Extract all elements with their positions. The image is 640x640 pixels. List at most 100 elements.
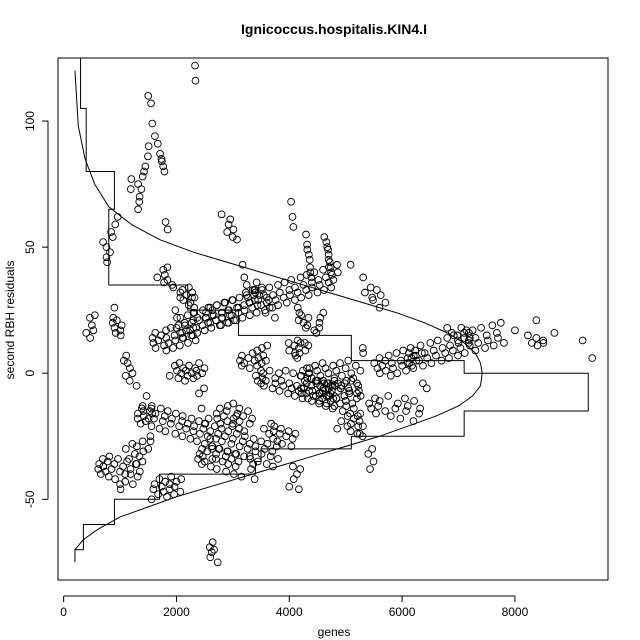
data-point bbox=[171, 306, 180, 315]
data-point bbox=[532, 316, 541, 325]
data-point bbox=[312, 379, 321, 388]
data-point bbox=[318, 389, 326, 398]
data-point bbox=[163, 225, 172, 234]
data-point bbox=[286, 291, 294, 299]
data-point bbox=[170, 490, 178, 499]
data-point bbox=[392, 349, 401, 357]
data-point bbox=[359, 273, 368, 282]
data-point bbox=[110, 460, 119, 468]
data-point bbox=[341, 397, 350, 405]
data-point bbox=[156, 404, 165, 413]
data-point bbox=[141, 162, 150, 171]
data-point bbox=[355, 429, 364, 438]
data-point bbox=[116, 331, 125, 340]
data-point bbox=[409, 417, 418, 425]
data-point bbox=[365, 399, 374, 408]
data-point bbox=[415, 356, 423, 365]
data-point bbox=[198, 445, 206, 453]
data-point bbox=[299, 318, 308, 327]
data-point bbox=[296, 339, 305, 347]
data-point bbox=[449, 331, 458, 340]
data-point bbox=[244, 407, 252, 415]
data-point bbox=[368, 445, 377, 453]
data-point bbox=[240, 273, 249, 282]
data-point bbox=[167, 472, 176, 481]
data-point bbox=[252, 371, 260, 380]
data-point bbox=[460, 349, 469, 357]
data-point bbox=[375, 303, 384, 312]
data-point bbox=[248, 303, 257, 312]
data-point bbox=[429, 346, 438, 355]
data-point bbox=[354, 422, 363, 431]
data-point bbox=[226, 311, 234, 320]
data-point bbox=[266, 452, 275, 461]
data-point bbox=[355, 387, 363, 395]
data-point bbox=[293, 354, 302, 362]
data-point bbox=[524, 331, 532, 340]
data-point bbox=[346, 427, 355, 436]
data-point bbox=[177, 369, 186, 378]
data-point bbox=[150, 480, 159, 489]
data-point bbox=[303, 240, 311, 249]
data-point bbox=[189, 374, 198, 383]
data-point bbox=[200, 457, 209, 466]
data-point bbox=[111, 475, 119, 483]
data-point bbox=[262, 293, 271, 302]
data-point bbox=[369, 457, 378, 466]
data-point bbox=[98, 455, 107, 463]
data-point bbox=[135, 467, 144, 476]
data-point bbox=[297, 293, 305, 302]
data-point bbox=[287, 442, 296, 451]
data-point bbox=[328, 404, 337, 413]
data-point bbox=[203, 432, 212, 441]
data-point bbox=[151, 132, 159, 141]
y-tick-label: -50 bbox=[23, 490, 37, 508]
data-point bbox=[305, 387, 313, 395]
data-point bbox=[387, 359, 396, 367]
data-point bbox=[460, 334, 469, 342]
data-point bbox=[257, 359, 266, 367]
data-point bbox=[174, 374, 183, 383]
data-point bbox=[161, 477, 170, 486]
data-point bbox=[393, 369, 402, 378]
data-point bbox=[116, 480, 124, 489]
data-point bbox=[369, 296, 377, 304]
data-point bbox=[201, 313, 210, 322]
data-point bbox=[420, 349, 429, 357]
data-point bbox=[333, 424, 342, 433]
data-point bbox=[147, 99, 155, 108]
data-point bbox=[426, 339, 435, 347]
data-point bbox=[271, 296, 280, 304]
data-point bbox=[307, 397, 316, 405]
data-point bbox=[171, 429, 180, 438]
data-point bbox=[333, 268, 342, 277]
data-point bbox=[262, 356, 270, 365]
data-point bbox=[441, 349, 450, 357]
data-point bbox=[325, 392, 334, 400]
plot-frame bbox=[57, 57, 609, 581]
data-point bbox=[183, 419, 192, 428]
data-point bbox=[251, 442, 260, 451]
data-point bbox=[284, 389, 293, 398]
data-point bbox=[193, 371, 202, 380]
data-point bbox=[200, 439, 209, 448]
data-point bbox=[144, 91, 153, 100]
data-point bbox=[468, 326, 477, 335]
data-point bbox=[305, 250, 313, 259]
data-point bbox=[164, 339, 173, 347]
data-point bbox=[184, 339, 192, 347]
histogram-outline bbox=[74, 57, 589, 563]
data-point bbox=[116, 326, 125, 335]
data-point bbox=[229, 434, 237, 443]
data-point bbox=[464, 336, 473, 345]
data-point bbox=[223, 228, 232, 236]
data-point bbox=[366, 465, 374, 473]
data-point bbox=[181, 321, 189, 330]
data-point bbox=[482, 331, 491, 340]
data-point bbox=[321, 364, 330, 373]
data-point bbox=[151, 344, 160, 352]
data-point bbox=[126, 465, 135, 473]
data-point bbox=[217, 308, 226, 317]
y-axis-label: second RBH residuals bbox=[3, 261, 17, 380]
data-point bbox=[163, 407, 172, 415]
